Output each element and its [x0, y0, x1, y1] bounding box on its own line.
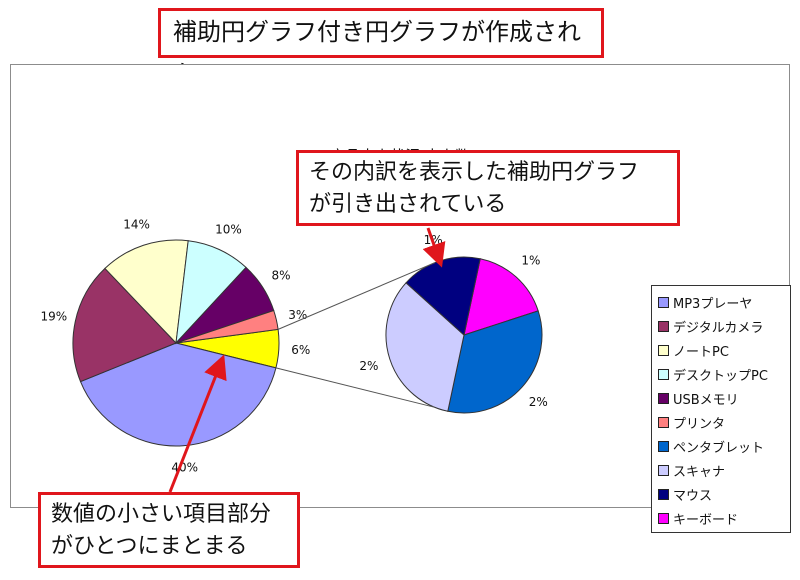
main-pie-slice-ノートPC-2 — [104, 239, 189, 345]
connector-line-top — [277, 262, 435, 330]
connector-line-bottom — [275, 367, 435, 408]
legend-label: MP3プレーヤ — [673, 296, 753, 312]
legend-swatch — [658, 296, 669, 308]
legend-item: プリンタ — [658, 410, 790, 434]
legend-swatch — [658, 344, 669, 356]
legend-label: プリンタ — [673, 416, 726, 432]
legend-item: ペンタブレット — [658, 434, 790, 458]
legend: MP3プレーヤ デジタルカメラ ノートPC デスクトップPC USBメモリ プリンタペンタ… — [651, 285, 791, 533]
secondary-pie-slice-キーボード-3 — [463, 258, 539, 336]
legend-item: マウス — [658, 482, 790, 506]
legend-label: キーボード — [673, 512, 739, 528]
main-pie-label-プリンタ-5: 3% — [288, 308, 307, 322]
callout-top: 補助円グラフ付き円グラフが作成された — [158, 8, 604, 88]
legend-label: デジタルカメラ — [673, 320, 764, 336]
callout-bottom-line1: 数値の小さい項目部分 — [51, 502, 272, 527]
main-pie-label-デジタルカメラ-1: 19% — [40, 310, 67, 324]
legend-swatch — [658, 440, 669, 452]
legend-swatch — [658, 392, 669, 404]
secondary-pie-label-ペンタブレット-0: 2% — [529, 395, 548, 409]
legend-label: USBメモリ — [673, 392, 739, 408]
legend-swatch — [658, 488, 669, 500]
secondary-pie-label-マウス-2: 1% — [424, 233, 443, 247]
legend-swatch — [658, 416, 669, 428]
legend-swatch — [658, 368, 669, 380]
main-pie-label-デスクトップPC-3: 10% — [215, 223, 242, 237]
callout-bottom-line2: がひとつにまとまる — [51, 534, 248, 559]
legend-label: スキャナ — [673, 464, 726, 480]
pie-of-pie-chart: 6% 40% 19% 14% 10% 8% 3% 1% 2% 2% 1% — [40, 217, 548, 475]
chart-area: 商品売上状況 売上数 6%40%19%14%10%8%3%1%2%2%1% MP… — [10, 64, 791, 533]
main-pie-label-MP3プレーヤ-0: 40% — [171, 461, 198, 475]
legend-item: スキャナ — [658, 458, 790, 482]
legend-item: デジタルカメラ — [658, 314, 790, 338]
callout-right-line2: が引き出されている — [309, 192, 507, 217]
legend-item: デスクトップPC — [658, 362, 790, 386]
callout-right: その内訳を表示した補助円グラフ が引き出されている — [296, 150, 680, 226]
main-pie-label-other-6: 6% — [291, 343, 310, 357]
secondary-pie-slice-ペンタブレット-0 — [447, 310, 543, 414]
callout-right-line1: その内訳を表示した補助円グラフ — [309, 160, 640, 185]
callout-bottom: 数値の小さい項目部分 がひとつにまとまる — [38, 492, 300, 568]
main-pie-label-ノートPC-2: 14% — [123, 217, 150, 231]
legend-label: マウス — [673, 488, 713, 504]
legend-swatch — [658, 320, 669, 332]
secondary-pie-label-キーボード-3: 1% — [521, 254, 540, 268]
main-pie-slice-デジタルカメラ-1 — [72, 267, 177, 383]
secondary-pie-slice-スキャナ-1 — [385, 282, 465, 412]
legend-label: ノートPC — [673, 344, 729, 360]
legend-swatch — [658, 512, 669, 524]
legend-label: デスクトップPC — [673, 368, 768, 384]
legend-item: ノートPC — [658, 338, 790, 362]
legend-label: ペンタブレット — [673, 440, 765, 456]
legend-item: MP3プレーヤ — [658, 290, 790, 314]
legend-swatch — [658, 464, 669, 476]
legend-item: キーボード — [658, 506, 790, 530]
legend-item: USBメモリ — [658, 386, 790, 410]
main-pie-label-USBメモリ-4: 8% — [272, 268, 291, 282]
secondary-pie-label-スキャナ-1: 2% — [359, 359, 378, 373]
